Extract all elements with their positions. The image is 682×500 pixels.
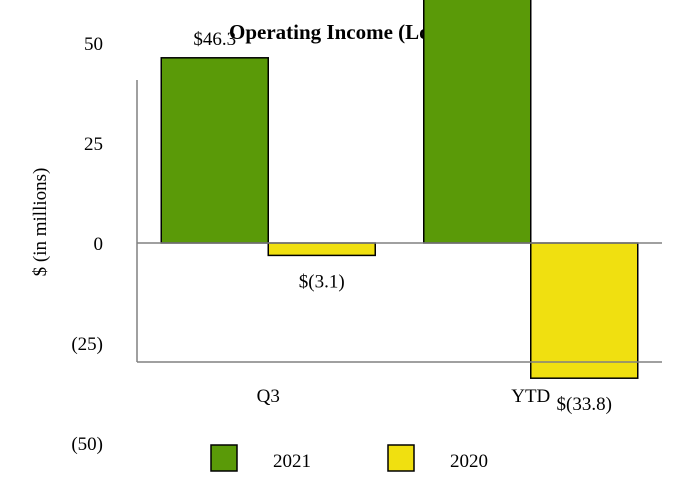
bar-2021-ytd — [423, 0, 532, 244]
y-tick-label: 50 — [84, 34, 103, 55]
data-label-2020-q3: $(3.1) — [299, 271, 345, 292]
y-axis-ticks: 7550250(25)(50) — [71, 34, 104, 455]
y-tick-label: 25 — [84, 134, 103, 155]
legend-swatch-2021 — [210, 444, 238, 472]
chart-title: Operating Income (Loss) — [229, 20, 453, 44]
x-axis-categories: Q3 YTD — [257, 386, 551, 407]
y-tick-label: (25) — [71, 334, 103, 355]
bars — [160, 0, 639, 379]
data-label-2020-ytd: $(33.8) — [557, 394, 612, 415]
category-label-ytd: YTD — [511, 386, 550, 407]
data-labels: $46.3$(3.1)$62.6$(33.8) — [193, 29, 612, 415]
bar-2020-ytd — [530, 242, 639, 379]
legend: 2021 2020 — [210, 444, 488, 472]
legend-label-2020: 2020 — [450, 451, 488, 472]
category-label-q3: Q3 — [257, 386, 280, 407]
y-axis-label: $ (in millions) — [30, 168, 51, 277]
legend-swatch-2020 — [387, 444, 415, 472]
bar-2021-q3 — [160, 57, 269, 244]
bar-2020-q3 — [267, 242, 376, 257]
y-tick-label: (50) — [71, 434, 103, 455]
y-tick-label: 0 — [94, 234, 104, 255]
legend-label-2021: 2021 — [273, 451, 311, 472]
data-label-2021-q3: $46.3 — [193, 29, 236, 50]
